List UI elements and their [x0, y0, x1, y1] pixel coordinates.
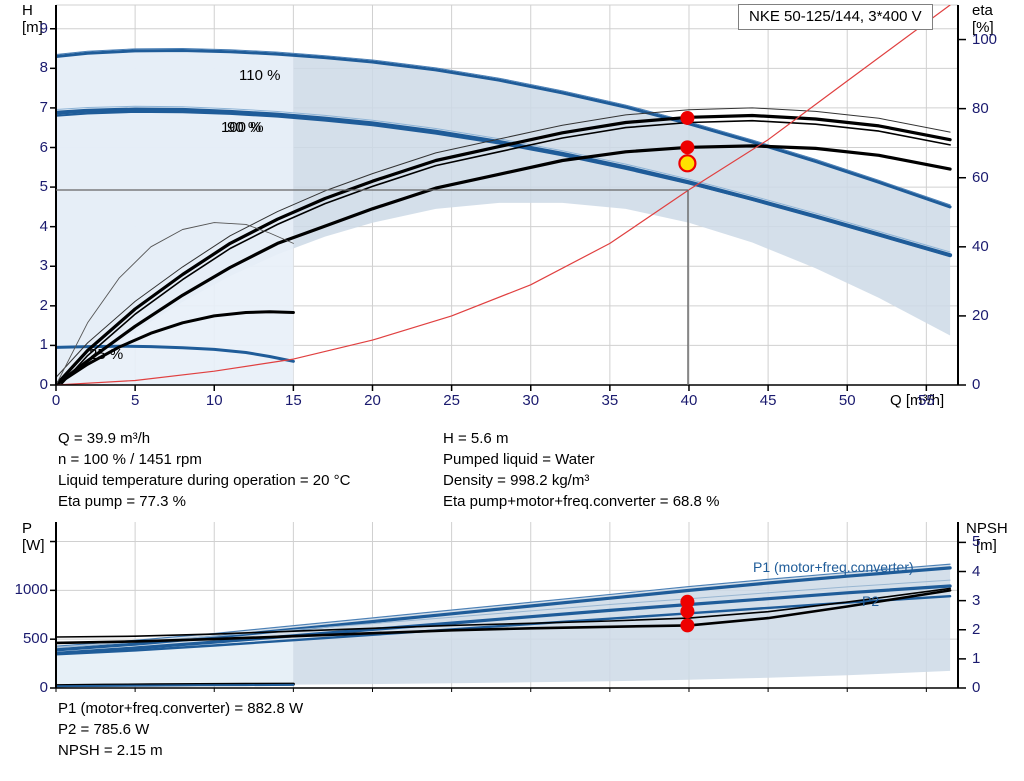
info-bottom-line: NPSH = 2.15 m: [58, 742, 163, 759]
top-y2-tick: 40: [972, 238, 989, 255]
top-x-tick: 5: [125, 392, 145, 409]
bottom-y2-tick: 4: [972, 563, 980, 580]
top-x-tick: 55: [916, 392, 936, 409]
bottom-y2-tick: 1: [972, 650, 980, 667]
bottom-duty-points: [680, 595, 694, 633]
info-bottom-line: P2 = 785.6 W: [58, 721, 149, 738]
pump-title-box: NKE 50-125/144, 3*400 V: [738, 4, 933, 30]
bottom-y2-tick: 3: [972, 592, 980, 609]
top-y-tick: 7: [22, 99, 48, 116]
info-left-line: n = 100 % / 1451 rpm: [58, 451, 202, 468]
top-y2-tick: 60: [972, 169, 989, 186]
top-x-tick: 35: [600, 392, 620, 409]
curve-label-25: 25 %: [89, 346, 123, 363]
top-x-tick: 15: [283, 392, 303, 409]
power-npsh-chart: [0, 518, 1024, 718]
series-label-p1: P1 (motor+freq.converter): [753, 559, 914, 575]
bottom-y-tick: 500: [0, 630, 48, 647]
top-y-tick: 1: [22, 336, 48, 353]
top-y2-tick: 0: [972, 376, 980, 393]
top-y-tick: 3: [22, 257, 48, 274]
pump-curve-page: H[m] eta[%] Q [m³/h] NKE 50-125/144, 3*4…: [0, 0, 1024, 781]
bottom-y2-tick: 5: [972, 533, 980, 550]
head-efficiency-chart: [0, 0, 1024, 420]
bottom-y-tick: 0: [0, 679, 48, 696]
top-y2-tick: 20: [972, 307, 989, 324]
top-x-tick: 0: [46, 392, 66, 409]
top-y-tick: 4: [22, 218, 48, 235]
duty-point-eta-pump: [680, 111, 694, 125]
duty-point-eta-total: [680, 140, 694, 154]
bottom-y2-tick: 2: [972, 621, 980, 638]
info-right-line: Density = 998.2 kg/m³: [443, 472, 589, 489]
top-x-tick: 20: [362, 392, 382, 409]
top-x-tick: 50: [837, 392, 857, 409]
top-y2-tick: 100: [972, 31, 997, 48]
info-bottom-line: P1 (motor+freq.converter) = 882.8 W: [58, 700, 303, 717]
info-left-line: Liquid temperature during operation = 20…: [58, 472, 350, 489]
top-y-tick: 9: [22, 20, 48, 37]
info-right-line: Pumped liquid = Water: [443, 451, 595, 468]
curve-label-110: 110 %: [239, 67, 280, 84]
top-y-tick: 2: [22, 297, 48, 314]
top-y2-tick: 80: [972, 100, 989, 117]
top-x-tick: 45: [758, 392, 778, 409]
top-y-tick: 8: [22, 59, 48, 76]
top-y-tick: 5: [22, 178, 48, 195]
info-left-line: Q = 39.9 m³/h: [58, 430, 150, 447]
bottom-y2-tick: 0: [972, 679, 980, 696]
top-y-tick: 6: [22, 139, 48, 156]
info-right-line: H = 5.6 m: [443, 430, 508, 447]
duty-point-p2: [680, 604, 694, 618]
info-left-line: Eta pump = 77.3 %: [58, 493, 186, 510]
top-x-tick: 30: [521, 392, 541, 409]
bottom-y-axis-title: P[W]: [22, 520, 45, 554]
top-x-tick: 10: [204, 392, 224, 409]
top-x-tick: 40: [679, 392, 699, 409]
series-label-p2: P2: [862, 593, 879, 609]
duty-point-npsh: [680, 618, 694, 632]
top-y-tick: 0: [22, 376, 48, 393]
bottom-y-tick: 1000: [0, 581, 48, 598]
top-x-tick: 25: [442, 392, 462, 409]
curve-label-90: 90 %: [227, 119, 261, 136]
duty-point-head: [679, 155, 695, 171]
info-right-line: Eta pump+motor+freq.converter = 68.8 %: [443, 493, 719, 510]
